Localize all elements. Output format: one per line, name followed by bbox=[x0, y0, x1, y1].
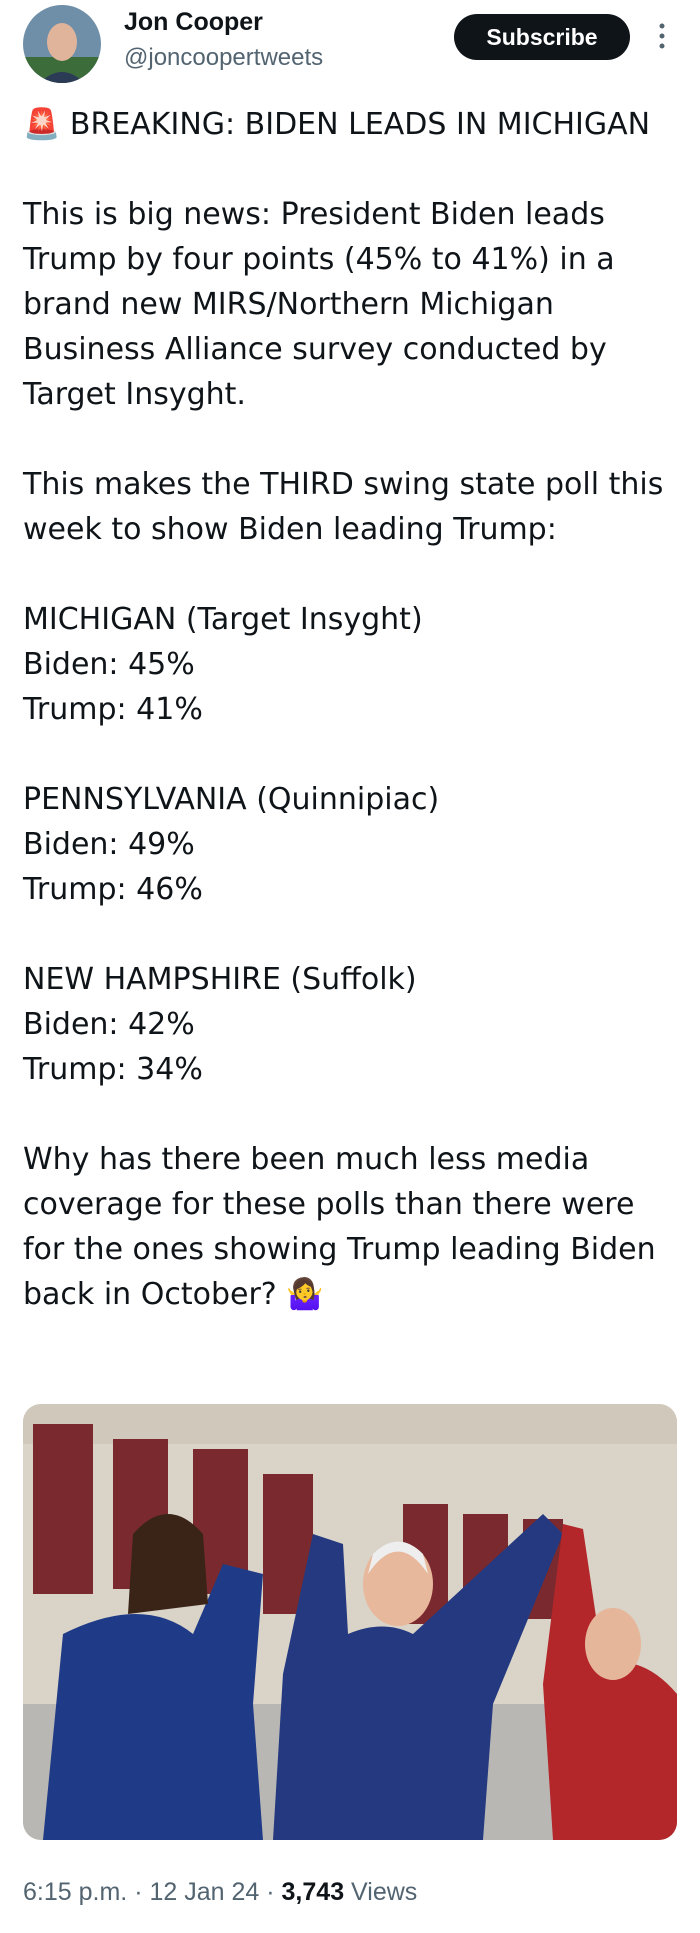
time[interactable]: 6:15 p.m. bbox=[23, 1878, 128, 1906]
view-count: 3,743 bbox=[281, 1878, 345, 1906]
tweet-meta: 6:15 p.m. · 12 Jan 24 · 3,743 Views bbox=[23, 1878, 417, 1907]
paragraph: This is big news: President Biden leads … bbox=[23, 197, 615, 412]
poll-line: MICHIGAN (Target Insyght) bbox=[23, 602, 423, 637]
views-label: Views bbox=[351, 1878, 418, 1906]
tweet-text: 🚨 BREAKING: BIDEN LEADS IN MICHIGAN This… bbox=[23, 102, 683, 1362]
poll-line: Biden: 42% bbox=[23, 1007, 195, 1042]
paragraph: This makes the THIRD swing state poll th… bbox=[23, 467, 664, 547]
paragraph: Why has there been much less media cover… bbox=[23, 1142, 656, 1312]
poll-block: PENNSYLVANIA (Quinnipiac) Biden: 49% Trump… bbox=[23, 777, 683, 912]
subscribe-button[interactable]: Subscribe bbox=[454, 14, 630, 60]
poll-line: Biden: 45% bbox=[23, 647, 195, 682]
photo[interactable] bbox=[23, 1404, 677, 1840]
separator: · bbox=[134, 1878, 143, 1906]
polls: MICHIGAN (Target Insyght) Biden: 45% Trump… bbox=[23, 597, 683, 1092]
poll-block: MICHIGAN (Target Insyght) Biden: 45% Trump… bbox=[23, 597, 683, 732]
poll-line: NEW HAMPSHIRE (Suffolk) bbox=[23, 962, 417, 997]
poll-line: Trump: 34% bbox=[23, 1052, 203, 1087]
poll-block: NEW HAMPSHIRE (Suffolk) Biden: 42% Trump: … bbox=[23, 957, 683, 1092]
poll-line: Trump: 41% bbox=[23, 692, 203, 727]
separator: · bbox=[266, 1878, 275, 1906]
poll-line: Trump: 46% bbox=[23, 872, 203, 907]
author-name[interactable]: Jon Cooper bbox=[124, 8, 263, 36]
avatar[interactable] bbox=[22, 2, 122, 92]
heading: 🚨 BREAKING: BIDEN LEADS IN MICHIGAN bbox=[23, 107, 651, 142]
poll-line: PENNSYLVANIA (Quinnipiac) bbox=[23, 782, 440, 817]
more-button[interactable] bbox=[656, 22, 668, 52]
author-handle[interactable]: @joncoopertweets bbox=[124, 44, 324, 71]
poll-line: Biden: 49% bbox=[23, 827, 195, 862]
date[interactable]: 12 Jan 24 bbox=[149, 1878, 260, 1906]
